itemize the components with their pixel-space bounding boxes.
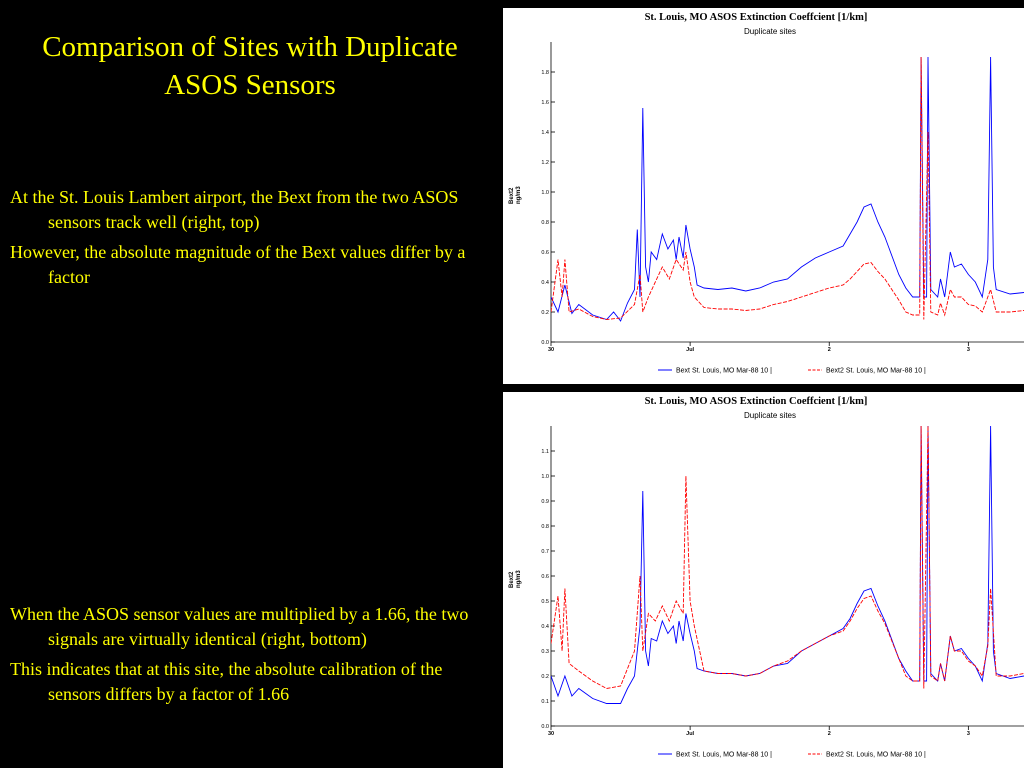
y-tick-label: 1.0	[541, 474, 549, 480]
bullet-item: However, the absolute magnitude of the B…	[10, 242, 466, 287]
y-tick-label: 0.7	[541, 549, 549, 555]
y-tick-label: 1.2	[541, 160, 549, 166]
chart-bottom-svg: St. Louis, MO ASOS Extinction Coeffcient…	[509, 396, 1024, 759]
y-tick-label: 1.4	[541, 130, 549, 136]
chart-top: St. Louis, MO ASOS Extinction Coeffcient…	[503, 8, 1024, 384]
chart-bottom: St. Louis, MO ASOS Extinction Coeffcient…	[503, 392, 1024, 768]
y-tick-label: 0.2	[541, 674, 549, 680]
x-tick-label: Jul	[686, 731, 694, 737]
y-tick-label: 1.0	[541, 190, 549, 196]
chart-title: St. Louis, MO ASOS Extinction Coeffcient…	[645, 396, 868, 407]
bullet-item: This indicates that at this site, the ab…	[10, 659, 443, 704]
series-bext-line	[551, 56, 1024, 322]
y-tick-label: 1.1	[541, 449, 549, 455]
y-tick-label: 0.8	[541, 220, 549, 226]
chart-top-svg: St. Louis, MO ASOS Extinction Coeffcient…	[509, 12, 1024, 375]
y-axis-label: Bext2ng/m3	[509, 186, 522, 204]
top-bullet-list: At the St. Louis Lambert airport, the Be…	[10, 185, 486, 295]
y-tick-label: 1.8	[541, 70, 549, 76]
y-tick-label: 1.6	[541, 100, 549, 106]
x-tick-label: 2	[828, 731, 831, 737]
legend-label: Bext2 St. Louis, MO Mar-88 10 |	[826, 752, 926, 759]
y-tick-label: 0.5	[541, 599, 549, 605]
bottom-bullet-list: When the ASOS sensor values are multipli…	[10, 602, 486, 712]
y-tick-label: 0.4	[541, 280, 549, 286]
bullet-item: When the ASOS sensor values are multipli…	[10, 604, 469, 649]
legend-label: Bext2 St. Louis, MO Mar-88 10 |	[826, 368, 926, 375]
y-axis-label: Bext2ng/m3	[509, 570, 522, 588]
y-tick-label: 0.0	[541, 724, 549, 730]
y-tick-label: 0.9	[541, 499, 549, 505]
x-tick-label: 2	[828, 347, 831, 353]
x-tick-label: 3	[967, 347, 970, 353]
y-tick-label: 0.6	[541, 250, 549, 256]
y-tick-label: 0.2	[541, 310, 549, 316]
x-tick-label: 30	[548, 731, 554, 737]
bullet-item: At the St. Louis Lambert airport, the Be…	[10, 187, 459, 232]
series-bext-line	[551, 426, 1024, 704]
y-tick-label: 0.1	[541, 699, 549, 705]
chart-subtitle: Duplicate sites	[744, 411, 796, 420]
legend-label: Bext St. Louis, MO Mar-88 10 |	[676, 368, 772, 375]
y-tick-label: 0.6	[541, 574, 549, 580]
series-bext2-line	[551, 56, 1024, 320]
slide-title: Comparison of Sites with Duplicate ASOS …	[42, 31, 458, 101]
x-tick-label: Jul	[686, 347, 694, 353]
series-bext2-line	[551, 426, 1024, 689]
y-tick-label: 0.4	[541, 624, 549, 630]
y-tick-label: 0.0	[541, 340, 549, 346]
legend-label: Bext St. Louis, MO Mar-88 10 |	[676, 752, 772, 759]
y-tick-label: 0.3	[541, 649, 549, 655]
x-tick-label: 30	[548, 347, 554, 353]
chart-title: St. Louis, MO ASOS Extinction Coeffcient…	[645, 12, 868, 23]
y-tick-label: 0.8	[541, 524, 549, 530]
x-tick-label: 3	[967, 731, 970, 737]
chart-subtitle: Duplicate sites	[744, 27, 796, 36]
